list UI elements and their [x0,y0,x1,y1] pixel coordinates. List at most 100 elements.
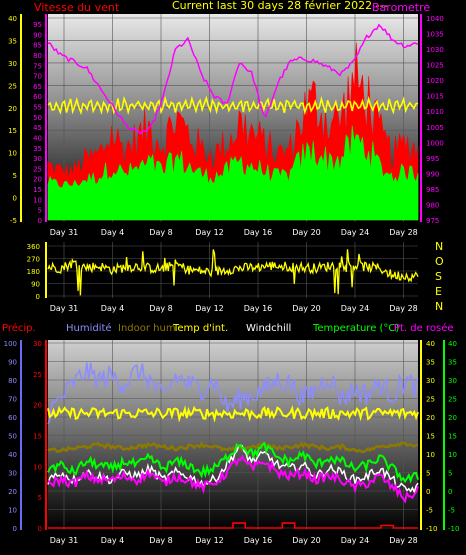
legend-dewpoint: Pt. de rosée [394,322,454,334]
indoor-humidity-line [47,440,419,454]
compass-label: E [435,285,442,298]
y-tick-label: 1015 [426,93,444,101]
x-tick-label: Day 16 [244,536,273,545]
compass-label: N [435,240,443,253]
panel3-axes: 0102030405060708090100051015202530-10-50… [4,340,459,545]
y-tick-label: 15 [426,433,435,441]
y-tick-label: 50 [8,433,17,441]
y-tick-label: 35 [8,37,17,45]
x-tick-label: Day 12 [195,228,224,237]
y-tick-label: 20 [33,402,42,410]
y-tick-label: 10 [33,463,42,471]
x-tick-label: Day 16 [244,228,273,237]
y-tick-label: 985 [426,186,439,194]
y-tick-label: 75 [33,62,42,70]
y-tick-label: 20 [426,414,435,422]
y-tick-label: 35 [448,359,457,367]
x-tick-label: Day 8 [149,304,172,313]
y-tick-label: 90 [33,31,42,39]
x-tick-label: Day 20 [292,228,321,237]
y-tick-label: 30 [448,377,457,385]
y-tick-label: 40 [33,134,42,142]
legend-temperature: Temperature (°C) [312,323,399,334]
y-tick-label: 360 [27,243,40,251]
y-tick-label: 65 [33,83,42,91]
panel1-series [47,23,419,221]
y-tick-label: 40 [448,340,457,348]
compass-label: N [435,300,443,313]
panel2-series [47,249,419,296]
y-tick-label: 5 [13,172,17,180]
legend-indoor-hum: Indoor hum [118,323,176,334]
legend-humidity: Humidité [66,322,112,334]
x-tick-label: Day 8 [149,228,172,237]
y-tick-label: 5 [38,494,42,502]
wind-legend-label: Vitesse du vent [34,1,120,14]
humidity-line [47,362,419,425]
y-tick-label: 20 [33,176,42,184]
y-tick-label: 1035 [426,31,444,39]
y-tick-label: 25 [33,165,42,173]
y-tick-label: 50 [33,114,42,122]
y-tick-label: 15 [448,433,457,441]
y-tick-label: 0 [448,488,452,496]
y-tick-label: 1030 [426,46,444,54]
y-tick-label: 20 [448,414,457,422]
y-tick-label: -5 [10,217,17,225]
y-tick-label: 30 [426,377,435,385]
x-tick-label: Day 31 [50,536,79,545]
y-tick-label: 1005 [426,124,444,132]
y-tick-label: 30 [33,340,42,348]
y-tick-label: -10 [448,525,459,533]
y-tick-label: 30 [8,60,17,68]
x-tick-label: Day 24 [341,228,370,237]
x-tick-label: Day 16 [244,304,273,313]
y-tick-label: 5 [38,207,42,215]
y-tick-label: 975 [426,217,439,225]
y-tick-label: 25 [33,371,42,379]
y-tick-label: 0 [13,195,17,203]
x-tick-label: Day 4 [101,304,124,313]
y-tick-label: 1010 [426,108,444,116]
x-tick-label: Day 31 [50,304,79,313]
y-tick-label: 45 [33,124,42,132]
temperature-line [47,441,419,484]
y-tick-label: 15 [33,186,42,194]
y-tick-label: 25 [426,396,435,404]
y-tick-label: 40 [8,15,17,23]
x-tick-label: Day 24 [341,304,370,313]
y-tick-label: 70 [8,396,17,404]
y-tick-label: 5 [448,470,452,478]
wind-average-area [47,125,419,221]
yellow-series-line [47,95,419,116]
y-tick-label: 35 [33,145,42,153]
y-tick-label: 90 [8,359,17,367]
barometer-legend-label: Barometre [372,1,430,14]
legend-precip: Précip. [2,322,36,334]
y-tick-label: -10 [426,525,437,533]
y-tick-label: 15 [8,127,17,135]
y-tick-label: 60 [8,414,17,422]
y-tick-label: 80 [8,377,17,385]
legend-windchill: Windchill [246,323,291,334]
y-tick-label: 30 [8,470,17,478]
y-tick-label: 10 [448,451,457,459]
dewpoint-line [47,454,419,504]
y-tick-label: 0 [38,217,42,225]
y-tick-label: 0 [426,488,430,496]
y-tick-label: 90 [31,281,40,289]
y-tick-label: 995 [426,155,439,163]
x-tick-label: Day 12 [195,536,224,545]
y-tick-label: 70 [33,73,42,81]
legend-indoor-temp: Temp d'int. [172,323,228,334]
y-tick-label: 980 [426,201,439,209]
compass-labels: N O S E N [435,240,444,313]
x-tick-label: Day 12 [195,304,224,313]
x-tick-label: Day 8 [149,536,172,545]
y-tick-label: 1000 [426,139,444,147]
y-tick-label: 1025 [426,62,444,70]
barometer-line [47,23,419,135]
panel3-series [47,362,419,529]
y-tick-label: 0 [13,525,17,533]
